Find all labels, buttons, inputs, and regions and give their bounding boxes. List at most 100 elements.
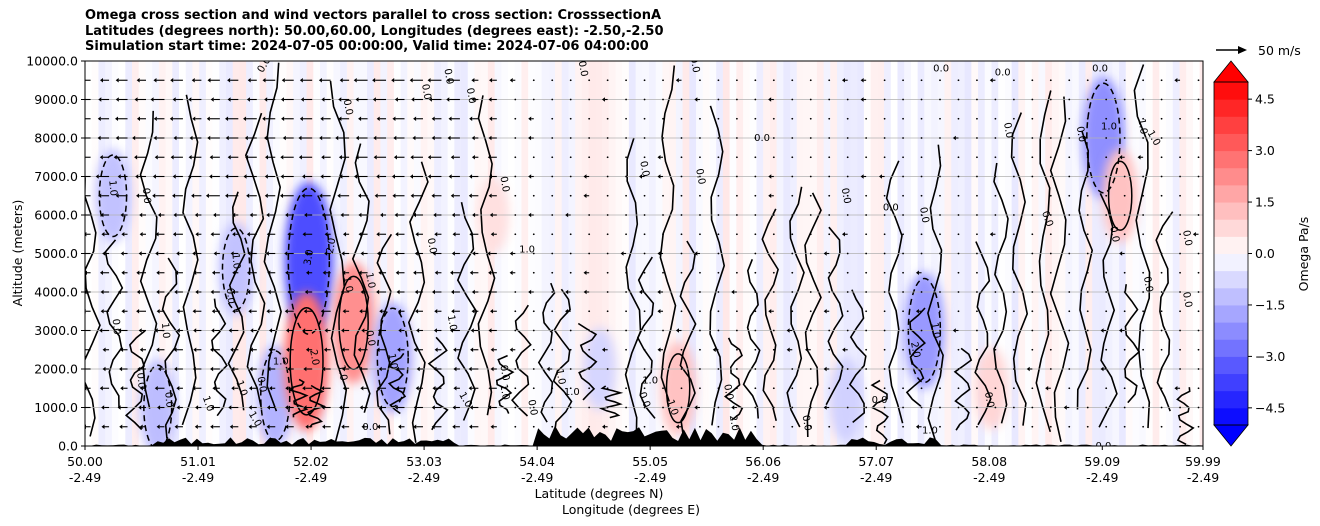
omega-feature [829,357,863,443]
wind-vector [768,97,774,102]
wind-vector [569,368,572,370]
wind-vector [227,97,239,102]
wind-vector [358,116,368,121]
wind-vector [680,137,683,139]
wind-vector [883,156,886,159]
contour-label: 0.0 [754,133,770,144]
wind-vector [902,406,904,409]
wind-vector [188,174,202,179]
colorbar-level [1214,339,1248,357]
wind-vector [625,175,627,178]
wind-vector [469,232,479,237]
contour-line-negative [221,227,251,311]
wind-vector [396,289,405,295]
wind-vector [1086,291,1089,293]
wind-vector [1123,387,1126,390]
wind-vectors [85,78,1200,429]
wind-vector [232,309,239,314]
wind-vector [227,78,239,83]
wind-vector [1160,79,1163,82]
wind-vector [374,193,387,198]
wind-vector [95,174,110,179]
wind-vector [509,270,516,275]
wind-vector [786,347,793,352]
wind-vector [902,79,904,82]
wind-vector [846,214,849,216]
wind-vector [1142,387,1145,390]
wind-vector [99,270,110,275]
contour-line-zero [427,336,449,431]
wind-vector [643,156,646,159]
colorbar-level [1214,322,1248,340]
wind-vector [284,251,294,256]
wind-vector [394,212,405,218]
wind-vector [1160,291,1163,293]
wind-vector [865,137,868,139]
wind-vector [230,347,239,352]
wind-vector [1160,175,1163,178]
wind-vector [643,79,646,82]
x-tick-label-lon: -2.49 [295,470,327,485]
x-tick-label-lon: -2.49 [1187,470,1219,485]
wind-vector [809,387,812,390]
wind-vector [601,347,608,352]
wind-vector [643,348,646,351]
wind-vector [680,194,683,197]
wind-vector [286,347,294,352]
contour-label: 1.0 [229,253,241,270]
wind-vector [902,310,904,313]
wind-vector [1031,175,1034,178]
wind-vector [828,117,831,120]
wind-vector [791,156,794,159]
wind-vector [915,309,922,314]
wind-vector [1179,368,1181,370]
wind-vector [772,387,775,390]
wind-vector [210,366,220,372]
wind-vector [712,347,719,352]
wind-vector [427,78,442,83]
wind-vector [791,271,794,274]
contour-label: 0.0 [425,237,439,255]
contour-label: 0.0 [162,391,174,408]
wind-vector [551,348,554,351]
wind-vector [451,212,460,218]
wind-vector [883,233,886,236]
wind-vector [193,270,202,275]
wind-vector [472,212,479,218]
quiver-key-label: 50 m/s [1258,43,1301,58]
wind-vector [1174,78,1181,83]
x-tick-label-lon: -2.49 [1086,470,1118,485]
wind-vector [247,251,257,256]
colorbar-level [1214,373,1248,392]
wind-vector [470,328,479,333]
wind-vector [1197,310,1200,313]
omega-feature [975,347,1008,430]
wind-vector [210,232,220,237]
wind-vector [489,78,497,83]
wind-vector [588,348,591,351]
wind-vector [320,116,331,121]
wind-vector [699,368,701,370]
wind-vector [431,424,442,429]
wind-vector [957,310,960,313]
wind-vector [989,78,996,83]
wind-vector [378,366,387,372]
wind-vector [1105,406,1108,409]
contour-line-zero [104,239,124,408]
wind-vector [532,368,535,370]
wind-vector [378,328,387,333]
wind-vector [321,405,331,410]
wind-vector [957,156,960,159]
wind-vector [247,78,257,83]
wind-vector [846,425,849,428]
wind-vector [1049,310,1052,313]
wind-vector [209,174,220,179]
wind-vector [1012,79,1015,82]
wind-vector [551,98,554,101]
wind-vector [1049,233,1052,236]
wind-vector [152,174,165,179]
wind-vector [532,194,535,197]
wind-vector [920,233,923,236]
contour-label: 1.0 [200,394,216,413]
wind-vector [468,193,479,198]
